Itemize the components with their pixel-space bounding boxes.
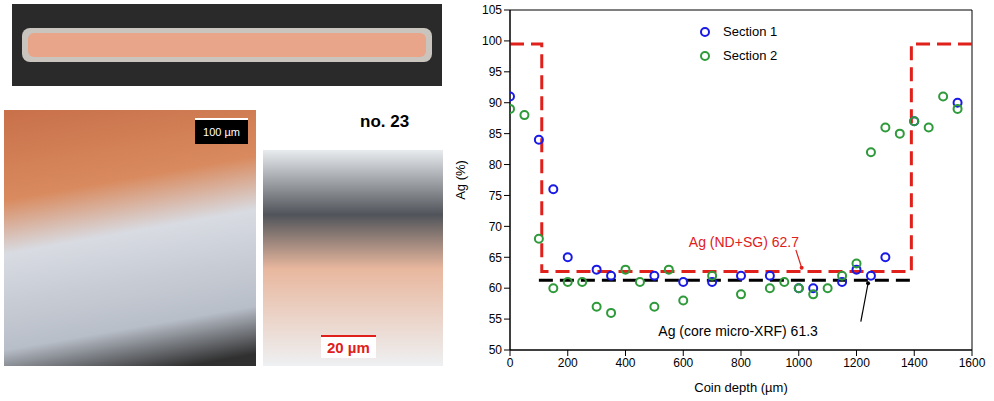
svg-text:60: 60 (489, 281, 503, 295)
svg-text:Ag (%): Ag (%) (453, 160, 468, 200)
html-text:Section 2: Section 2 (723, 48, 778, 63)
svg-text:65: 65 (489, 251, 503, 265)
svg-text:1000: 1000 (785, 356, 812, 370)
svg-text:85: 85 (489, 127, 503, 141)
svg-text:95: 95 (489, 65, 503, 79)
svg-text:800: 800 (731, 356, 751, 370)
html-text:no. 23: no. 23 (360, 112, 410, 131)
html-text:100 µm: 100 µm (203, 126, 240, 138)
svg-text:100: 100 (482, 34, 502, 48)
svg-text:600: 600 (673, 356, 693, 370)
svg-text:1600: 1600 (959, 356, 986, 370)
svg-text:1200: 1200 (843, 356, 870, 370)
svg-text:70: 70 (489, 220, 503, 234)
svg-text:105: 105 (482, 3, 502, 17)
svg-text:Ag (ND+SG) 62.7: Ag (ND+SG) 62.7 (689, 234, 799, 250)
svg-text:55: 55 (489, 312, 503, 326)
svg-text:50: 50 (489, 343, 503, 357)
svg-text:400: 400 (615, 356, 635, 370)
svg-text:80: 80 (489, 158, 503, 172)
html-text:20 µm: 20 µm (327, 339, 370, 356)
html-text:Section 1: Section 1 (723, 24, 778, 39)
svg-text:200: 200 (558, 356, 578, 370)
svg-text:75: 75 (489, 189, 503, 203)
svg-text:1400: 1400 (901, 356, 928, 370)
svg-text:Ag (core micro-XRF) 61.3: Ag (core micro-XRF) 61.3 (658, 323, 818, 339)
svg-text:0: 0 (507, 356, 514, 370)
svg-text:90: 90 (489, 96, 503, 110)
svg-text:Coin depth (µm): Coin depth (µm) (694, 380, 787, 395)
